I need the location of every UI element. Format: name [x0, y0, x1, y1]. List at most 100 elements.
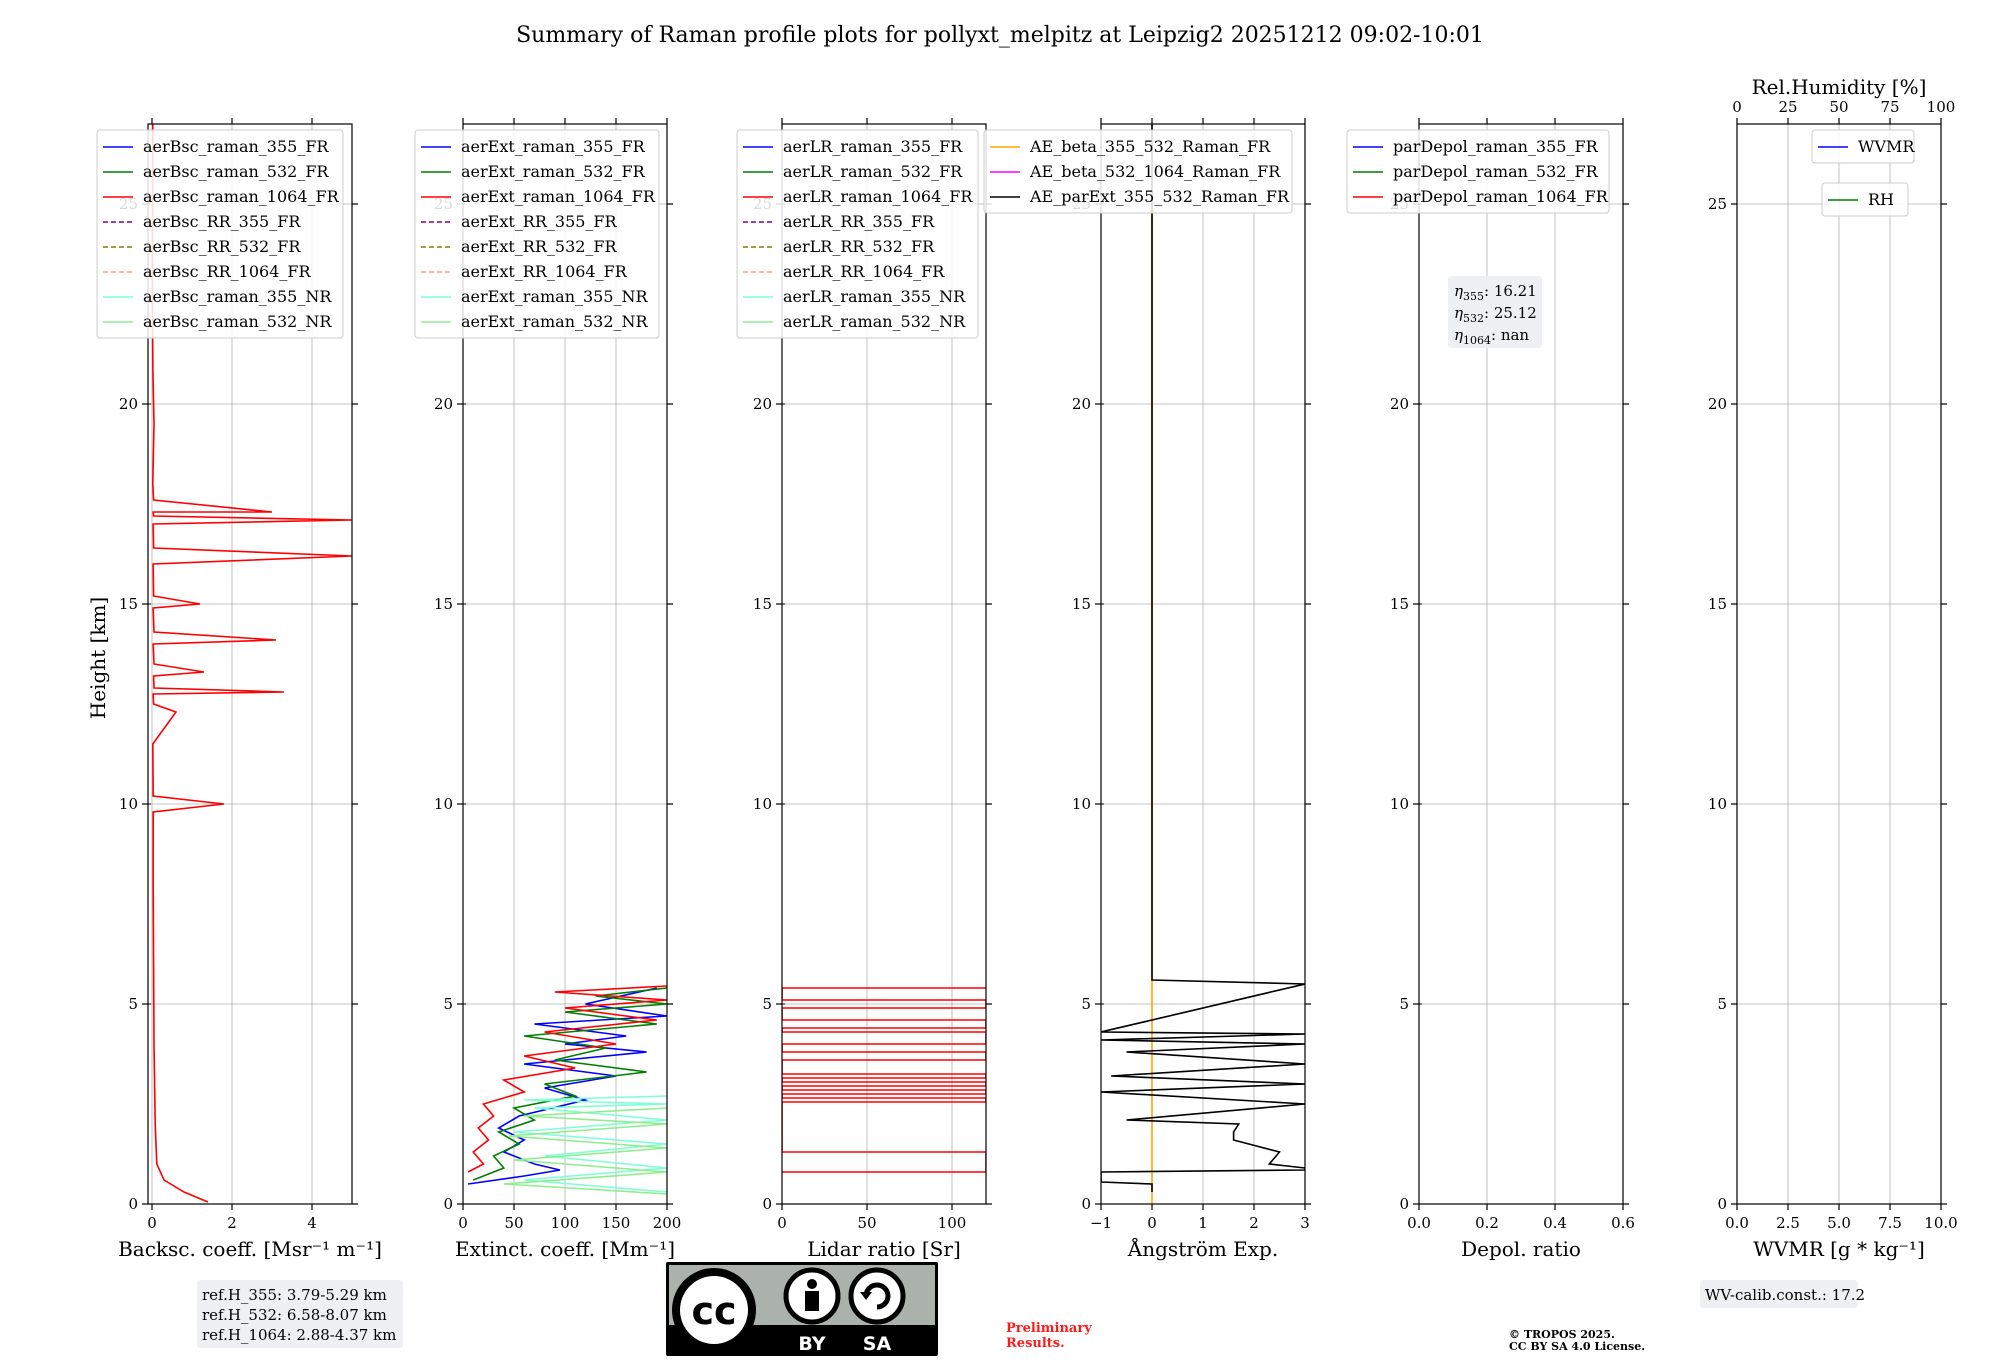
x-tick-label: 0	[458, 1214, 468, 1232]
y-tick-label: 0	[1399, 1195, 1409, 1213]
eta-value: : nan	[1491, 326, 1529, 344]
x-tick-label: 0.6	[1611, 1214, 1635, 1232]
y-tick-label: 10	[753, 795, 772, 813]
y-tick-label: 5	[1717, 995, 1727, 1013]
copyright-line2: CC BY SA 4.0 License.	[1509, 1340, 1645, 1353]
x-tick-label: 150	[602, 1214, 631, 1232]
legend: WVMR	[1811, 129, 1915, 164]
top-tick-label: 75	[1880, 98, 1899, 116]
legend-label: aerBsc_RR_355_FR	[143, 212, 301, 231]
legend-label: AE_parExt_355_532_Raman_FR	[1029, 187, 1290, 206]
x-tick-label: 5.0	[1827, 1214, 1851, 1232]
series-group	[1101, 124, 1305, 1204]
legend-label: aerExt_RR_355_FR	[461, 212, 618, 231]
by-icon-head	[807, 1279, 817, 1289]
y-tick-label: 0	[1717, 1195, 1727, 1213]
legend-box	[96, 129, 344, 339]
eta-symbol: η	[1454, 326, 1463, 344]
eta-value: : 25.12	[1484, 304, 1537, 322]
legend-label: aerBsc_raman_355_NR	[143, 287, 332, 306]
legend-label: RH	[1868, 190, 1894, 209]
x-tick-label: 0	[147, 1214, 157, 1232]
y-axis-label: Height [km]	[86, 597, 110, 719]
panel-wv: 0 5 10 15 20 25 0.0 2.5 5.0 7.5 10.0 WVMR [g * kg⁻¹…	[1700, 75, 1958, 1308]
x-axis-label: Lidar ratio [Sr]	[807, 1237, 961, 1261]
y-tick-label: 0	[128, 1195, 138, 1213]
eta-box	[1448, 276, 1542, 348]
y-tick-label: 5	[128, 995, 138, 1013]
legend-label: aerExt_RR_532_FR	[461, 237, 618, 256]
x-tick-label: 0.2	[1475, 1214, 1499, 1232]
panel-frame	[147, 123, 353, 1205]
y-tick-label: 10	[434, 795, 453, 813]
legend-label: aerExt_raman_355_FR	[461, 137, 646, 156]
legend-label: aerBsc_raman_1064_FR	[143, 187, 340, 206]
y-tick-label: 0	[443, 1195, 453, 1213]
y-tick-label: 15	[1390, 595, 1409, 613]
legend-label: aerLR_RR_532_FR	[783, 237, 935, 256]
x-tick-label: 200	[653, 1214, 682, 1232]
legend-box	[1811, 129, 1915, 164]
panel-frame	[1418, 123, 1624, 1205]
preliminary-line1: Preliminary	[1006, 1321, 1092, 1336]
x-tick-label: 0.4	[1543, 1214, 1567, 1232]
cc-license-logo: cc BY SA	[666, 1262, 938, 1356]
sa-icon-arrowhead	[860, 1292, 872, 1300]
x-tick-label: −1	[1090, 1214, 1112, 1232]
legend-label: aerLR_raman_532_FR	[783, 162, 963, 181]
note-box	[1700, 1280, 1858, 1308]
series-line-aerExt_raman_532_NR	[503, 1107, 667, 1195]
legend-label: aerExt_raman_355_NR	[461, 287, 649, 306]
y-tick-label: 10	[1708, 795, 1727, 813]
top-tick-label: 100	[1927, 98, 1956, 116]
series-line-aerExt_raman_355_FR	[467, 987, 667, 1185]
legend-label: aerExt_RR_1064_FR	[461, 262, 628, 281]
eta-symbol: η	[1454, 282, 1463, 300]
legend: AE_beta_355_532_Raman_FR AE_beta_532_1064…	[983, 129, 1293, 214]
cc-by-text: BY	[798, 1333, 825, 1355]
y-tick-label: 15	[753, 595, 772, 613]
top-tick-label: 25	[1778, 98, 1797, 116]
legend: parDepol_raman_355_FR parDepol_raman_532_…	[1346, 129, 1610, 214]
y-tick-label: 5	[443, 995, 453, 1013]
cc-sa-text: SA	[863, 1333, 892, 1355]
x-tick-label: 0.0	[1725, 1214, 1749, 1232]
eta-value: : 16.21	[1484, 282, 1537, 300]
by-icon-body	[805, 1291, 819, 1311]
panel-bsc: 0510152025024Backsc. coeff. [Msr⁻¹ m⁻¹]a…	[96, 118, 403, 1348]
legend-box	[983, 129, 1293, 214]
legend-label: aerBsc_RR_532_FR	[143, 237, 301, 256]
y-tick-label: 20	[753, 395, 772, 413]
note-box-wv: WV-calib.const.: 17.2	[1700, 1280, 1865, 1308]
y-tick-label: 5	[1399, 995, 1409, 1013]
x-tick-label: 0.0	[1407, 1214, 1431, 1232]
series-line-aerLR_raman_1064_FR	[782, 987, 986, 1173]
x-tick-label: 1	[1198, 1214, 1208, 1232]
y-tick-label: 5	[1081, 995, 1091, 1013]
top-tick-label: 0	[1732, 98, 1742, 116]
panels: 0510152025024Backsc. coeff. [Msr⁻¹ m⁻¹]a…	[96, 75, 1958, 1348]
note-line: ref.H_532: 6.58-8.07 km	[202, 1306, 387, 1324]
legend-label: parDepol_raman_532_FR	[1393, 162, 1599, 181]
legend-box	[1821, 182, 1909, 217]
legend-label: aerExt_raman_532_NR	[461, 312, 649, 331]
legend-secondary: RH	[1821, 182, 1909, 217]
legend-box	[736, 129, 979, 339]
series-group	[467, 985, 667, 1195]
legend-label: aerLR_raman_355_NR	[783, 287, 966, 306]
series-group	[151, 124, 352, 1203]
y-tick-label: 15	[1708, 595, 1727, 613]
legend-label: AE_beta_532_1064_Raman_FR	[1029, 162, 1281, 181]
y-tick-label: 0	[1081, 1195, 1091, 1213]
legend-label: aerBsc_raman_355_FR	[143, 137, 329, 156]
legend-label: aerBsc_RR_1064_FR	[143, 262, 312, 281]
x-axis-label: Extinct. coeff. [Mm⁻¹]	[455, 1237, 675, 1261]
x-tick-label: 100	[938, 1214, 967, 1232]
x-tick-label: 2	[1249, 1214, 1259, 1232]
eta-line: η355: 16.21	[1454, 282, 1537, 303]
x-tick-label: 10.0	[1924, 1214, 1957, 1232]
